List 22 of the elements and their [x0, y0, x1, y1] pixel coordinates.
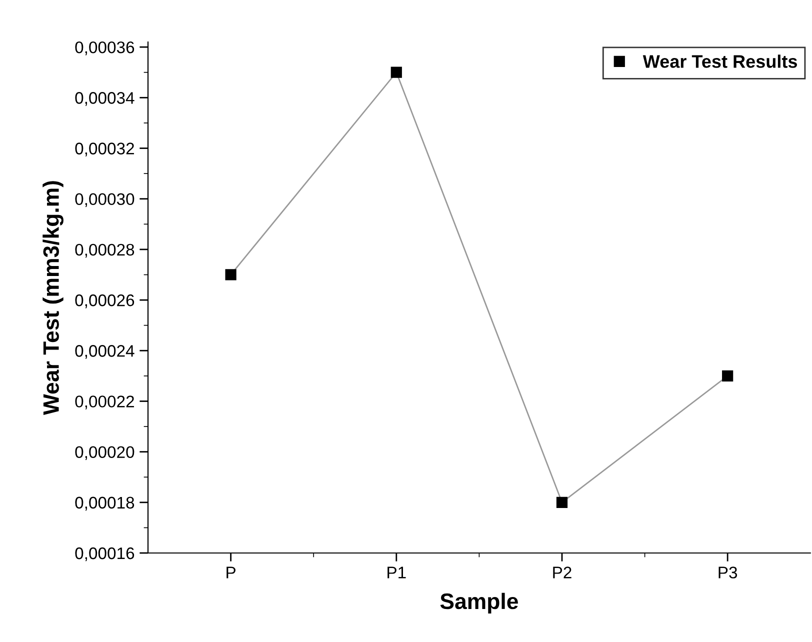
y-tick-label: 0,00028: [75, 244, 134, 258]
y-tick-label: 0,00016: [75, 547, 134, 562]
point: [225, 269, 236, 280]
x-tick-label: P1: [388, 566, 406, 578]
y-tick-label: 0,00032: [75, 142, 134, 156]
y-tick-label: 0,00020: [75, 446, 134, 460]
point: [556, 496, 568, 508]
legend-label: Wear Test Results: [642, 54, 798, 68]
point: [722, 370, 734, 382]
y-tick-label: 0,00024: [75, 345, 134, 359]
point: [390, 66, 402, 78]
y-tick-label: 0,00030: [75, 193, 134, 208]
x-axis-title: Sample: [440, 592, 518, 614]
y-axis-title: Wear Test (mm3/kg.m): [42, 181, 64, 416]
y-tick-label: 0,00034: [75, 92, 134, 106]
x-tick-label: P3: [718, 566, 738, 578]
y-tick-label: 0,00022: [75, 396, 134, 410]
y-tick-label: 0,00036: [75, 41, 134, 56]
x-tick-label: P2: [553, 566, 572, 578]
y-tick-label: 0,00018: [75, 496, 134, 511]
y-tick-label: 0,00026: [75, 294, 134, 308]
x-tick-label: P: [226, 566, 236, 578]
